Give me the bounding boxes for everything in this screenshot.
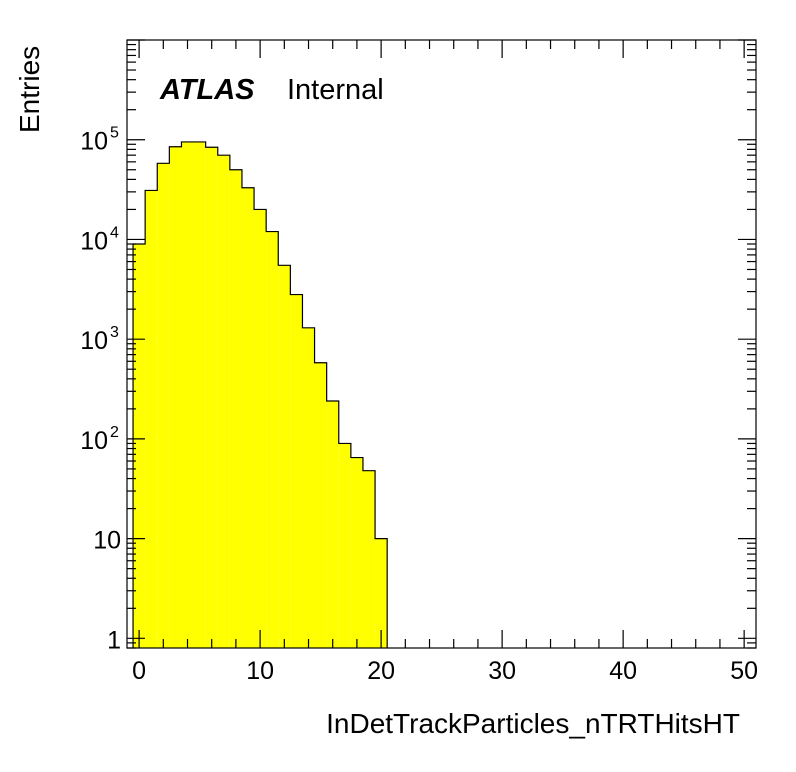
histogram-bar [375, 538, 388, 648]
atlas-label: ATLAS [159, 74, 255, 106]
histogram-bar [302, 327, 315, 648]
histogram-bar [266, 231, 279, 648]
histogram-bar [133, 244, 146, 648]
y-tick-exponent: 2 [110, 424, 119, 441]
x-tick-label: 10 [246, 657, 274, 685]
histogram-bar [338, 443, 351, 648]
histogram-bar [314, 362, 327, 648]
histogram-bars [133, 141, 388, 649]
x-tick-label: 40 [609, 657, 637, 685]
histogram-bar [181, 141, 194, 649]
x-tick-label: 20 [367, 657, 395, 685]
y-tick-label: 10 [80, 227, 108, 255]
internal-label: Internal [287, 74, 384, 106]
x-tick-labels: 0 10 20 30 40 50 [132, 657, 758, 685]
y-tick-exponent: 5 [110, 125, 119, 142]
histogram-outline [132, 141, 388, 648]
histogram-bar [350, 457, 363, 648]
axis-ticks [127, 39, 756, 649]
x-tick-label: 50 [730, 657, 758, 685]
y-axis-title: Entries [14, 46, 45, 133]
histogram-bar [145, 190, 158, 648]
x-tick-label: 30 [488, 657, 516, 685]
histogram-bar [229, 169, 242, 648]
histogram-bar [205, 147, 218, 648]
y-tick-exponent: 4 [110, 224, 119, 241]
histogram-bar [217, 155, 230, 649]
histogram-bar [254, 209, 267, 648]
y-tick-label: 10 [80, 427, 108, 455]
x-axis-title: InDetTrackParticles_nTRTHitsHT [326, 708, 740, 739]
y-tick-label: 10 [80, 327, 108, 355]
y-tick-label: 10 [93, 527, 121, 555]
histogram-bar [241, 187, 255, 648]
histogram-bar [157, 163, 170, 648]
x-tick-label: 0 [132, 657, 146, 685]
histogram-bar [169, 146, 182, 649]
histogram-bar [278, 265, 291, 648]
y-tick-label: 1 [107, 626, 121, 654]
y-tick-exponent: 3 [110, 324, 119, 341]
histogram-bar [193, 141, 206, 649]
histogram-bar [290, 294, 303, 648]
histogram-bar [326, 400, 339, 648]
y-tick-label: 10 [80, 128, 108, 156]
histogram-bar [362, 470, 376, 648]
